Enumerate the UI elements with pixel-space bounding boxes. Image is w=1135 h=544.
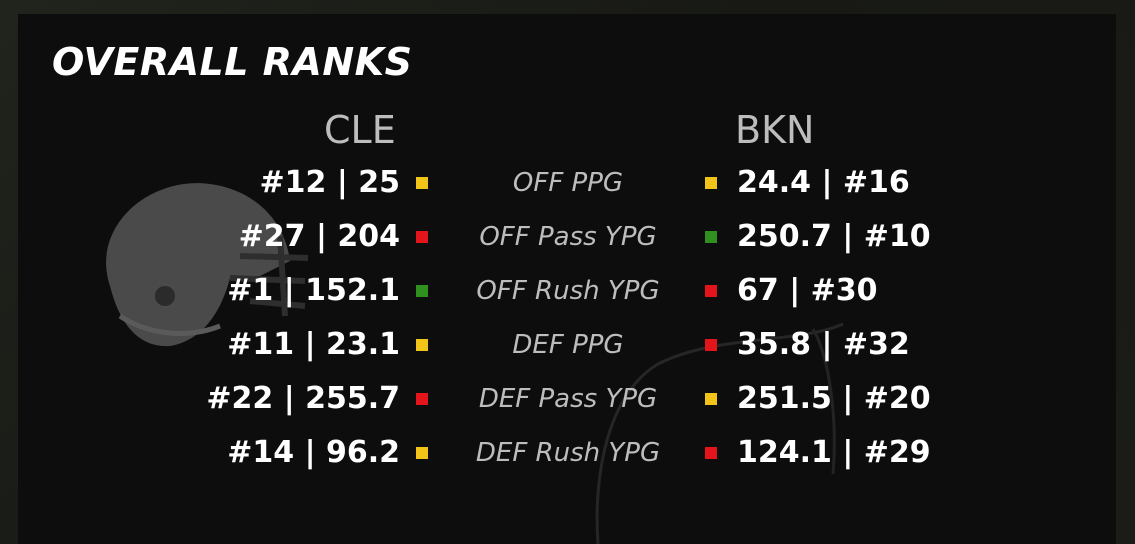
right-team-stat: 250.7 | #10 [737,219,931,254]
right-rank-indicator [705,339,717,351]
left-rank-indicator [416,177,428,189]
right-rank-indicator [705,177,717,189]
category-label: DEF Rush YPG [475,438,661,468]
team-left-abbreviation: CLE [324,108,396,152]
right-rank-indicator [705,231,717,243]
football-helmet-icon [106,183,309,347]
right-rank-indicator [705,447,717,459]
left-team-stat: #22 | 255.7 [206,381,400,416]
category-label: OFF Rush YPG [476,276,660,306]
right-team-stat: 124.1 | #29 [737,435,931,470]
team-right-abbreviation: BKN [735,108,815,152]
category-label: DEF PPG [512,330,624,360]
right-team-stat: 251.5 | #20 [737,381,931,416]
left-team-stat: #14 | 96.2 [227,435,400,470]
left-team-stat: #1 | 152.1 [227,273,400,308]
right-rank-indicator [705,285,717,297]
panel-title: OVERALL RANKS [52,40,413,84]
left-rank-indicator [416,339,428,351]
left-rank-indicator [416,393,428,405]
stat-row-off-pass-ypg: #27 | 204 OFF Pass YPG 250.7 | #10 [18,210,1116,264]
right-team-stat: 67 | #30 [737,273,878,308]
stat-row-def-pass-ypg: #22 | 255.7 DEF Pass YPG 251.5 | #20 [18,372,1116,426]
left-rank-indicator [416,285,428,297]
category-label: DEF Pass YPG [478,384,658,414]
stat-row-def-ppg: #11 | 23.1 DEF PPG 35.8 | #32 [18,318,1116,372]
category-label: OFF PPG [512,168,624,198]
overall-ranks-panel: OVERALL RANKS CLE BKN #12 | 25 OFF PPG 2… [18,14,1116,544]
left-team-stat: #27 | 204 [238,219,400,254]
left-team-stat: #12 | 25 [259,165,400,200]
left-rank-indicator [416,231,428,243]
right-team-stat: 24.4 | #16 [737,165,910,200]
stat-row-off-ppg: #12 | 25 OFF PPG 24.4 | #16 [18,156,1116,210]
stat-row-def-rush-ypg: #14 | 96.2 DEF Rush YPG 124.1 | #29 [18,426,1116,480]
right-rank-indicator [705,393,717,405]
category-label: OFF Pass YPG [479,222,657,252]
left-team-stat: #11 | 23.1 [227,327,400,362]
stat-row-off-rush-ypg: #1 | 152.1 OFF Rush YPG 67 | #30 [18,264,1116,318]
left-rank-indicator [416,447,428,459]
background-figure-outline [595,322,844,544]
right-team-stat: 35.8 | #32 [737,327,910,362]
